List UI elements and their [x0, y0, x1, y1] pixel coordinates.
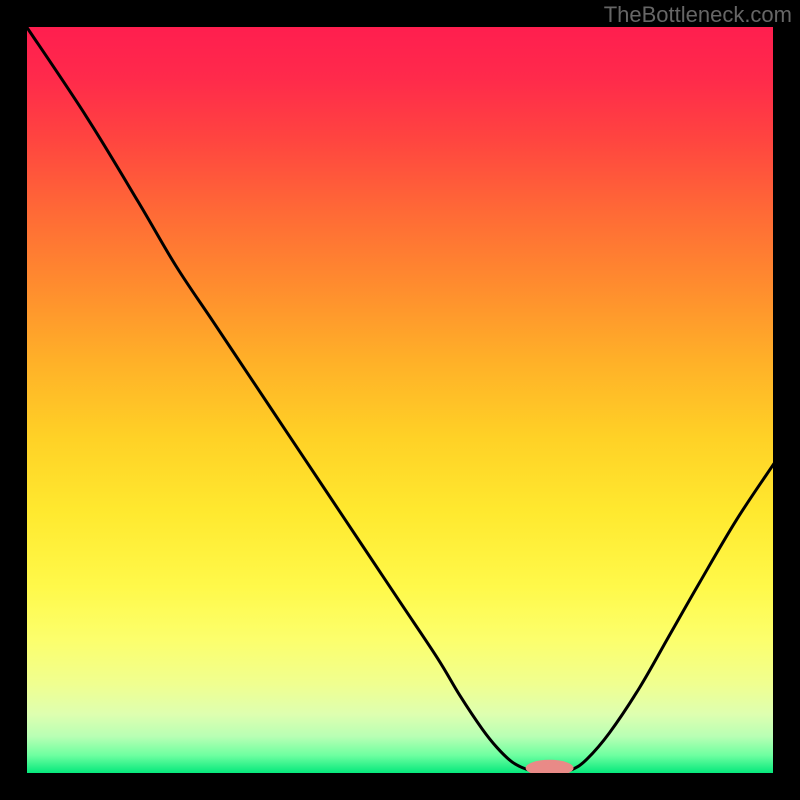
bottleneck-curve-chart: [0, 0, 800, 800]
chart-container: TheBottleneck.com: [0, 0, 800, 800]
gradient-plot-area: [26, 26, 774, 774]
